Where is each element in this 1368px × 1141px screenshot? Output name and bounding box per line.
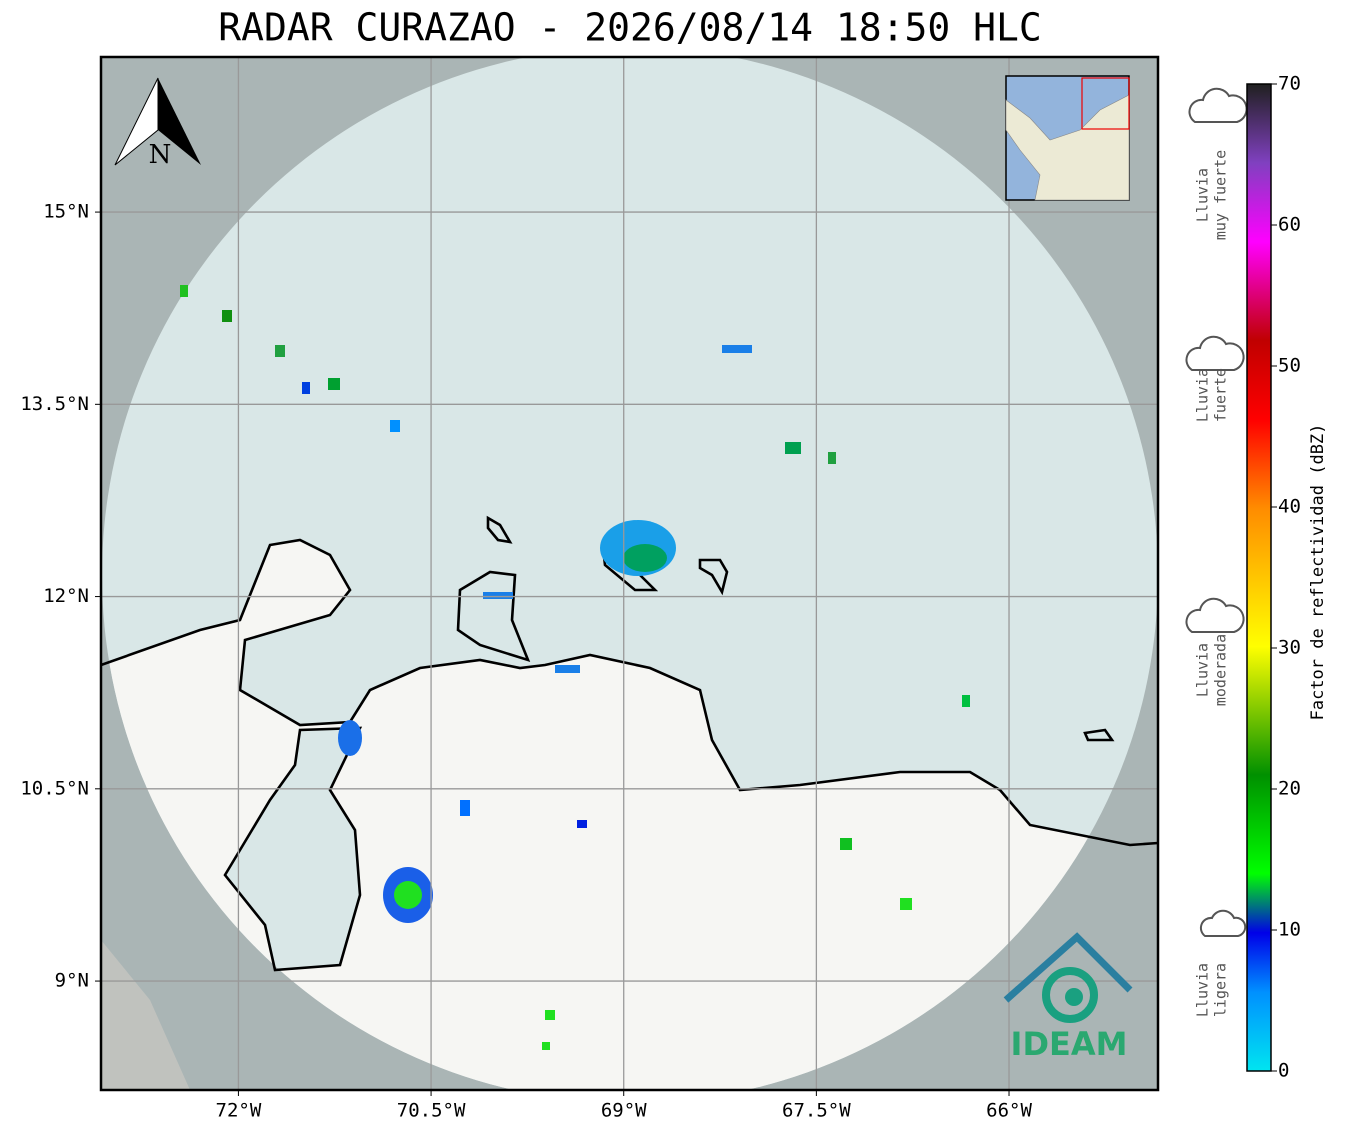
lon-tick-label: 70.5°W xyxy=(397,1100,466,1122)
rain-class-label: Lluvia xyxy=(1194,368,1212,422)
lon-tick-label: 66°W xyxy=(986,1100,1032,1122)
map-area xyxy=(101,57,1158,1090)
lon-tick-label: 67.5°W xyxy=(782,1100,851,1122)
colorbar-tick-label: 70 xyxy=(1278,73,1301,95)
rain-class-label: Lluvia xyxy=(1194,643,1212,697)
lat-tick-label: 10.5°N xyxy=(20,777,89,799)
colorbar-tick-label: 20 xyxy=(1278,778,1301,800)
rain-class-label: Lluvia xyxy=(1194,963,1212,1017)
coastline xyxy=(101,515,1158,972)
colorbar-tick-label: 60 xyxy=(1278,214,1301,236)
outer-land xyxy=(101,690,190,1090)
colorbar-tick-label: 0 xyxy=(1278,1060,1289,1082)
map-frame xyxy=(99,55,1160,1092)
lat-tick-label: 12°N xyxy=(43,585,89,607)
land xyxy=(102,540,1158,1090)
north-label: N xyxy=(149,140,172,170)
colorbar-tick-label: 50 xyxy=(1278,355,1301,377)
logo-text: IDEAM xyxy=(1011,1025,1128,1063)
rain-class-label: muy fuerte xyxy=(1212,150,1230,240)
colorbar xyxy=(1246,83,1272,1072)
lon-tick-label: 72°W xyxy=(216,1100,262,1122)
title: RADAR CURAZAO - 2026/08/14 18:50 HLC xyxy=(218,6,1042,50)
radar-echoes xyxy=(180,285,970,1050)
rain-class-label: ligera xyxy=(1212,963,1230,1017)
ideam-logo: IDEAM xyxy=(1003,932,1133,1063)
colorbar-tick-label: 30 xyxy=(1278,637,1301,659)
lat-tick-label: 15°N xyxy=(43,201,89,223)
colorbar-tick-label: 10 xyxy=(1278,919,1301,941)
colorbar-tick-label: 40 xyxy=(1278,496,1301,518)
rain-class-label: fuerte xyxy=(1212,368,1230,422)
lat-tick-label: 13.5°N xyxy=(20,393,89,415)
rain-icons xyxy=(1185,87,1248,937)
graticule xyxy=(101,57,1158,1090)
rain-class-label: moderada xyxy=(1212,634,1230,706)
colorbar-label: Factor de reflectividad (dBZ) xyxy=(1308,424,1328,721)
inset-map xyxy=(1005,75,1130,201)
lat-tick-label: 9°N xyxy=(55,970,89,992)
rain-class-label: Lluvia xyxy=(1194,168,1212,222)
north-arrow: N xyxy=(114,77,201,170)
lon-tick-label: 69°W xyxy=(601,1100,647,1122)
